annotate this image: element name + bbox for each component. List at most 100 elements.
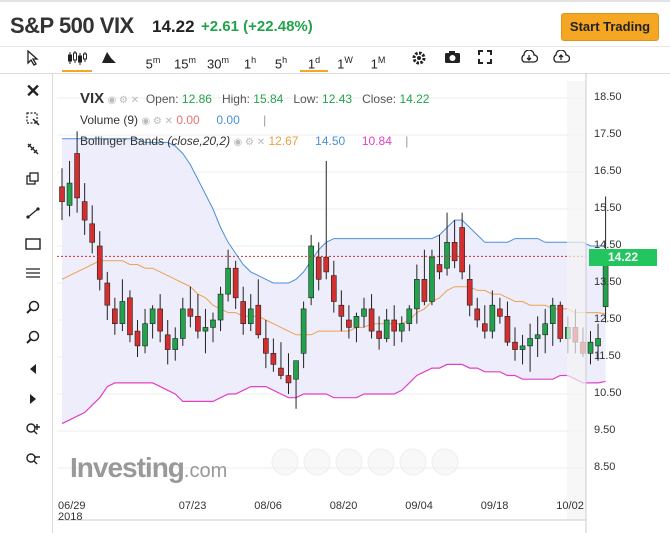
candle-body bbox=[451, 242, 458, 262]
candle bbox=[232, 260, 239, 309]
zoom-in-plus-icon[interactable] bbox=[22, 421, 44, 441]
candle bbox=[376, 316, 382, 350]
candle bbox=[338, 290, 345, 332]
candle-body bbox=[293, 360, 299, 380]
candle bbox=[444, 212, 450, 276]
high-value: 15.84 bbox=[253, 92, 284, 106]
candle-body bbox=[96, 245, 103, 280]
area-type-icon[interactable] bbox=[100, 50, 118, 70]
candle bbox=[466, 264, 473, 317]
candle-body bbox=[474, 308, 481, 321]
candle bbox=[217, 286, 224, 332]
cursor-icon[interactable] bbox=[24, 49, 42, 70]
download-cloud-icon[interactable] bbox=[519, 49, 539, 70]
crosshair-icon[interactable] bbox=[22, 111, 44, 131]
candle bbox=[278, 342, 284, 380]
bb-legend-icons[interactable]: ◉ ⚙ ✕ bbox=[233, 137, 266, 148]
trendline-icon[interactable] bbox=[22, 205, 44, 225]
rectangle-icon[interactable] bbox=[22, 235, 44, 255]
candle bbox=[247, 294, 254, 332]
candle-body bbox=[104, 282, 111, 306]
camera-icon[interactable] bbox=[443, 50, 461, 70]
candle-body bbox=[338, 304, 345, 317]
nav-control-button[interactable] bbox=[399, 448, 427, 476]
start-trading-button[interactable]: Start Trading bbox=[561, 13, 659, 41]
zoom-out-icon[interactable] bbox=[22, 329, 44, 349]
candle-body bbox=[225, 267, 231, 295]
nav-control-button[interactable] bbox=[303, 448, 331, 476]
candle-body bbox=[240, 301, 246, 325]
volume-legend-icons[interactable]: ◉ ⚙ ✕ bbox=[141, 116, 174, 127]
measure-icon[interactable] bbox=[22, 141, 44, 161]
candle-body bbox=[270, 352, 277, 365]
logo-main: Investing bbox=[70, 452, 185, 483]
upload-cloud-icon[interactable] bbox=[551, 49, 571, 70]
candle bbox=[195, 294, 201, 339]
interval-1d[interactable]: 1d bbox=[300, 50, 328, 72]
candle bbox=[149, 305, 156, 339]
candle-body bbox=[519, 345, 526, 350]
candle bbox=[74, 131, 80, 213]
volume-value-2: 0.00 bbox=[216, 113, 240, 127]
nav-control-button[interactable] bbox=[367, 448, 395, 476]
candle bbox=[127, 290, 133, 343]
candle bbox=[406, 305, 413, 332]
interval-15m[interactable]: 15m bbox=[174, 55, 196, 72]
scroll-right-icon[interactable] bbox=[22, 390, 44, 410]
candle bbox=[134, 320, 141, 357]
price-tick-label: 10.50 bbox=[594, 387, 622, 399]
interval-1h[interactable]: 1h bbox=[243, 55, 257, 72]
candle-body bbox=[172, 338, 179, 350]
date-tick-label: 09/18 bbox=[481, 500, 509, 512]
interval-1m[interactable]: 1M bbox=[370, 55, 386, 72]
candle-body bbox=[195, 316, 201, 332]
candle-body bbox=[202, 327, 209, 332]
interval-5m[interactable]: 5m bbox=[145, 55, 161, 72]
nav-control-button[interactable] bbox=[335, 448, 363, 476]
zoom-reset-icon[interactable] bbox=[22, 451, 44, 471]
candle-body bbox=[134, 330, 141, 347]
candle-body bbox=[383, 319, 390, 339]
ohlc-legend: VIX ◉ ⚙ ✕ Open: 12.86 High: 15.84 Low: 1… bbox=[80, 90, 429, 107]
layers-icon[interactable] bbox=[22, 171, 44, 191]
zoom-in-icon[interactable] bbox=[22, 299, 44, 319]
candle-body bbox=[542, 323, 549, 336]
interval-1w[interactable]: 1W bbox=[337, 55, 353, 72]
close-icon[interactable]: ✕ bbox=[25, 81, 41, 101]
candle-body bbox=[89, 223, 95, 243]
candle-body bbox=[142, 323, 148, 347]
price-tick-label: 16.50 bbox=[594, 165, 622, 177]
candle bbox=[285, 353, 292, 394]
candle-body bbox=[164, 334, 171, 350]
candle bbox=[595, 323, 601, 361]
interval-30m[interactable]: 30m bbox=[207, 55, 229, 72]
fullscreen-icon[interactable] bbox=[476, 50, 494, 70]
nav-control-button[interactable] bbox=[271, 448, 299, 476]
bb-mid-value: 12.67 bbox=[268, 134, 299, 148]
candle bbox=[489, 290, 496, 339]
candle-body bbox=[497, 308, 503, 317]
interval-5h[interactable]: 5h bbox=[274, 55, 288, 72]
chart-navigation-controls[interactable] bbox=[271, 448, 459, 476]
scroll-left-icon[interactable] bbox=[22, 360, 44, 380]
bb-lower-value: 10.84 bbox=[361, 134, 392, 148]
candle bbox=[459, 212, 465, 280]
date-tick-label: 08/20 bbox=[330, 500, 358, 512]
candle-body bbox=[247, 308, 254, 324]
candle bbox=[119, 279, 126, 332]
candlestick-type-icon[interactable] bbox=[62, 50, 92, 72]
candle bbox=[534, 316, 541, 357]
candle-body bbox=[255, 304, 262, 336]
candle bbox=[429, 249, 435, 306]
candle-body bbox=[527, 338, 533, 347]
last-price: 14.22 bbox=[152, 17, 195, 36]
nav-control-button[interactable] bbox=[431, 448, 459, 476]
settings-gear-icon[interactable] bbox=[410, 50, 428, 70]
candle-body bbox=[421, 279, 428, 302]
price-tick-label: 18.50 bbox=[594, 91, 622, 103]
low-value: 12.43 bbox=[322, 92, 353, 106]
legend-eye-icons[interactable]: ◉ ⚙ ✕ bbox=[107, 95, 140, 106]
horizontal-lines-icon[interactable] bbox=[22, 265, 44, 285]
volume-legend: Volume (9) ◉ ⚙ ✕ 0.00 0.00 | bbox=[80, 113, 267, 127]
